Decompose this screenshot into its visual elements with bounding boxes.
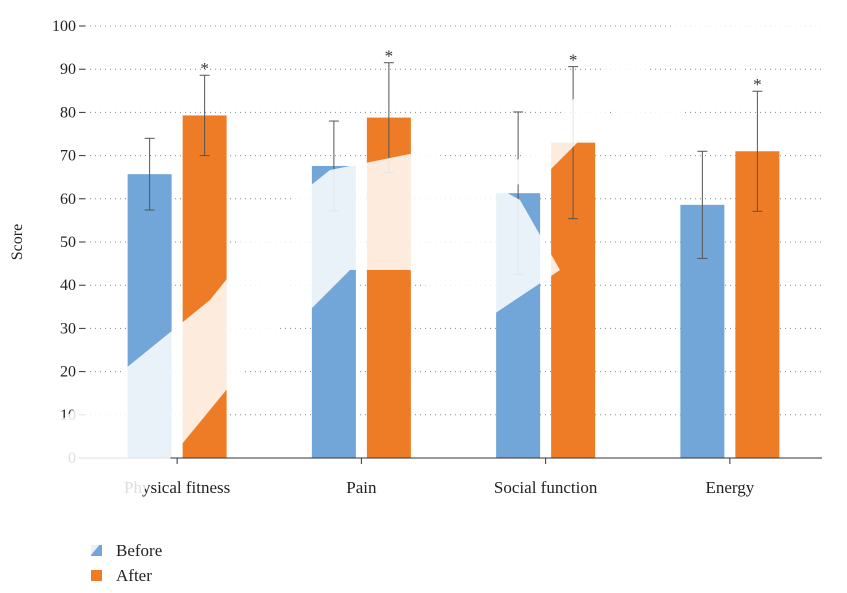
y-tick-label: 50 [60,234,76,251]
x-tick-label: Social function [494,478,598,497]
y-tick-label: 90 [60,61,76,78]
significance-star: * [569,51,578,70]
y-tick-label: 30 [60,320,76,337]
y-tick-label: 40 [60,277,76,294]
y-tick-label: 60 [60,191,76,208]
y-tick-label: 100 [52,18,76,35]
y-axis-title: Score [9,224,26,260]
x-tick-label: Energy [705,478,754,497]
significance-star: * [200,59,209,78]
y-tick-label: 20 [60,364,76,381]
x-tick-label: Pain [346,478,377,497]
y-tick-label: 70 [60,148,76,165]
y-tick-label: 80 [60,104,76,121]
significance-star: * [753,75,762,94]
y-tick-labels: 0102030405060708090100 [52,18,76,467]
significance-star: * [385,47,394,66]
x-tick-label: Physical fitness [124,478,230,497]
legend-swatch-before [91,545,102,556]
x-tick-labels: Physical fitness Pain Social function Energ… [124,478,755,497]
legend-swatch-after [91,570,102,581]
legend-label-before: Before [116,541,162,560]
significance-markers: * * * * [200,47,761,95]
legend-label-after: After [116,566,152,585]
legend: Before After [91,541,162,585]
